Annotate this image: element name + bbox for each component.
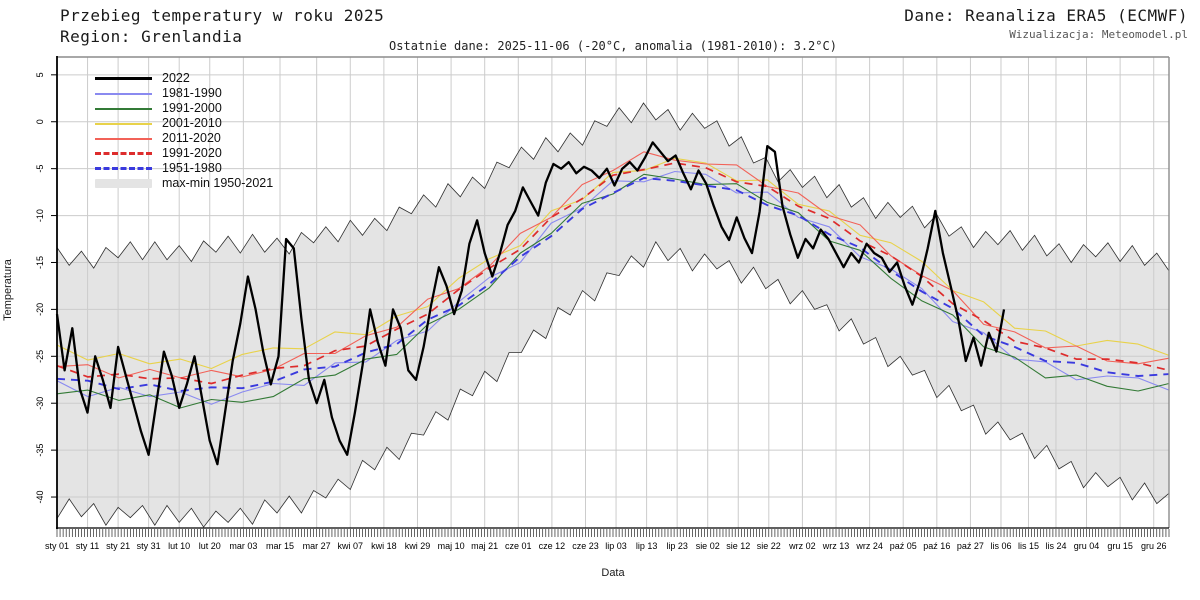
x-tick-label: lis 24: [1045, 541, 1066, 551]
legend-line-swatch: [95, 137, 152, 140]
x-tick-label: sie 12: [726, 541, 750, 551]
legend-label: 1991-2020: [162, 146, 222, 160]
x-tick-label: gru 26: [1141, 541, 1167, 551]
x-tick-label: sty 01: [45, 541, 69, 551]
x-tick-label: kwi 18: [371, 541, 397, 551]
x-tick-label: maj 10: [438, 541, 465, 551]
x-tick-label: sie 02: [696, 541, 720, 551]
max-min-band: [57, 103, 1169, 528]
x-tick-label: wrz 24: [855, 541, 883, 551]
page-title: Przebieg temperatury w roku 2025: [60, 6, 385, 25]
legend-item: max-min 1950-2021: [95, 176, 273, 191]
legend-item: 2011-2020: [95, 131, 273, 146]
x-tick-label: maj 21: [471, 541, 498, 551]
legend-label: 2001-2010: [162, 116, 222, 130]
x-tick-label: cze 12: [539, 541, 566, 551]
y-tick-label: 0: [35, 119, 45, 124]
x-tick-label: sty 21: [106, 541, 130, 551]
x-tick-label: lut 20: [199, 541, 221, 551]
legend-item: 1991-2020: [95, 146, 273, 161]
legend-line-swatch: [95, 152, 152, 155]
y-tick-label: -40: [35, 491, 45, 504]
series-1951-1980: [56, 177, 1170, 392]
x-tick-label: gru 04: [1074, 541, 1100, 551]
legend-band-swatch: [95, 179, 152, 188]
y-tick-label: -20: [35, 303, 45, 316]
x-tick-label: kwi 07: [338, 541, 364, 551]
x-tick-label: mar 27: [303, 541, 331, 551]
legend-line-swatch: [95, 77, 152, 80]
chart-legend: 2022 1981-1990 1991-2000 2001-2010 2011-2020…: [95, 71, 273, 191]
x-tick-label: cze 23: [572, 541, 599, 551]
series-2011-2020: [56, 151, 1170, 379]
x-tick-label: kwi 29: [405, 541, 431, 551]
legend-item: 2001-2010: [95, 116, 273, 131]
legend-label: max-min 1950-2021: [162, 176, 274, 190]
series-1991-2020: [56, 162, 1170, 385]
series-2001-2010: [56, 157, 1170, 370]
y-tick-label: -30: [35, 397, 45, 410]
legend-label: 2011-2020: [162, 131, 221, 145]
x-tick-label: mar 03: [229, 541, 257, 551]
legend-label: 2022: [162, 71, 190, 85]
legend-item: 1981-1990: [95, 86, 273, 101]
y-tick-label: -35: [35, 444, 45, 457]
x-tick-label: paź 16: [923, 541, 950, 551]
x-tick-label: cze 01: [505, 541, 532, 551]
x-axis-label: Data: [601, 567, 625, 579]
page-region: Region: Grenlandia: [60, 27, 243, 46]
legend-item: 1951-1980: [95, 161, 273, 176]
x-tick-label: lip 23: [666, 541, 688, 551]
x-tick-label: lip 13: [636, 541, 658, 551]
x-tick-label: lip 03: [605, 541, 627, 551]
legend-item: 2022: [95, 71, 273, 86]
legend-line-swatch: [95, 167, 152, 170]
x-tick-label: paź 27: [957, 541, 984, 551]
x-tick-label: paź 05: [890, 541, 917, 551]
legend-label: 1981-1990: [162, 86, 222, 100]
x-tick-label: wrz 13: [822, 541, 850, 551]
y-tick-label: -5: [35, 165, 45, 173]
y-tick-label: -10: [35, 209, 45, 222]
legend-label: 1951-1980: [162, 161, 222, 175]
x-tick-label: lut 10: [168, 541, 190, 551]
x-tick-label: gru 15: [1107, 541, 1133, 551]
band-max-edge: [56, 102, 1170, 272]
data-source-label: Dane: Reanaliza ERA5 (ECMWF): [904, 6, 1188, 25]
x-tick-label: lis 06: [990, 541, 1011, 551]
x-tick-label: sty 31: [137, 541, 161, 551]
x-tick-label: mar 15: [266, 541, 294, 551]
x-tick-label: lis 15: [1018, 541, 1039, 551]
legend-label: 1991-2000: [162, 101, 222, 115]
x-tick-label: sie 22: [757, 541, 781, 551]
x-tick-label: sty 11: [76, 541, 99, 551]
series-1991-2000: [56, 173, 1170, 409]
y-axis-label: Temperatura: [2, 259, 14, 321]
legend-line-swatch: [95, 92, 152, 95]
y-tick-label: -15: [35, 256, 45, 269]
legend-line-swatch: [95, 122, 152, 125]
y-tick-label: -25: [35, 350, 45, 363]
legend-line-swatch: [95, 107, 152, 110]
y-tick-label: 5: [35, 72, 45, 77]
chart-subtitle: Ostatnie dane: 2025-11-06 (-20°C, anomal…: [389, 39, 837, 53]
legend-item: 1991-2000: [95, 101, 273, 116]
x-tick-label: wrz 02: [788, 541, 816, 551]
series-2022: [55, 141, 1006, 466]
band-min-edge: [56, 240, 1170, 528]
visualization-credit: Wizualizacja: Meteomodel.pl: [1009, 28, 1188, 41]
